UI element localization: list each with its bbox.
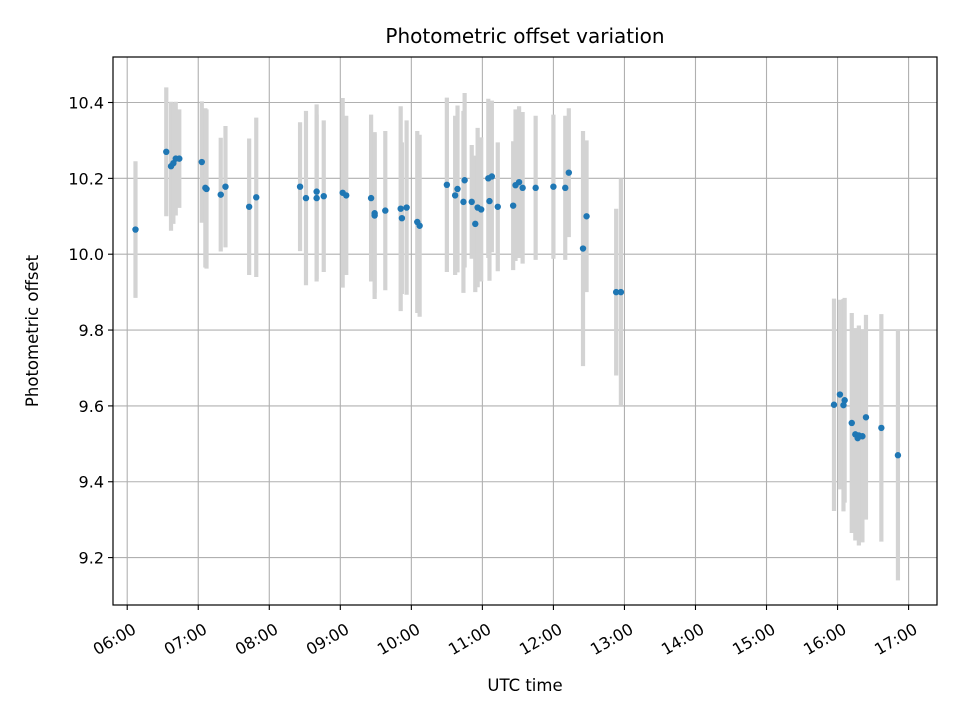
- data-point: [163, 148, 170, 156]
- data-point: [550, 183, 557, 190]
- data-point: [848, 419, 855, 427]
- data-point: [296, 183, 304, 190]
- data-point: [565, 169, 573, 176]
- data-point: [398, 214, 406, 222]
- data-point: [562, 184, 569, 192]
- data-point: [841, 397, 848, 404]
- x-axis-title: UTC time: [487, 676, 562, 695]
- data-point: [217, 191, 224, 198]
- data-point: [461, 177, 468, 184]
- data-point: [488, 173, 496, 180]
- data-point: [454, 185, 461, 193]
- data-point: [878, 424, 885, 432]
- data-point: [222, 183, 229, 190]
- data-point: [859, 433, 866, 440]
- data-point: [403, 204, 410, 211]
- data-point: [862, 414, 870, 421]
- data-point: [443, 181, 451, 189]
- data-point: [830, 401, 838, 408]
- data-point: [367, 194, 375, 202]
- y-tick-label: 9.6: [79, 397, 104, 416]
- data-point: [477, 206, 485, 213]
- data-point: [840, 401, 847, 409]
- y-tick-label: 9.4: [79, 473, 104, 492]
- data-point: [515, 178, 523, 186]
- data-point: [532, 184, 539, 192]
- y-tick-label: 9.8: [79, 321, 104, 340]
- data-point: [583, 213, 590, 220]
- data-point: [132, 226, 139, 233]
- y-tick-label: 9.2: [79, 549, 104, 568]
- y-axis-title: Photometric offset: [23, 254, 42, 407]
- data-point: [320, 192, 327, 200]
- data-point: [302, 194, 310, 202]
- data-point: [460, 198, 467, 206]
- data-point: [313, 188, 320, 195]
- data-point: [313, 194, 320, 202]
- data-point: [176, 155, 183, 162]
- data-point: [371, 212, 378, 219]
- data-point: [468, 198, 475, 206]
- data-point: [472, 220, 479, 228]
- y-tick-label: 10.0: [68, 245, 104, 264]
- chart-title: Photometric offset variation: [385, 24, 664, 48]
- data-point: [343, 192, 350, 199]
- data-point: [519, 184, 526, 192]
- data-point: [494, 203, 501, 210]
- data-point: [579, 245, 587, 252]
- plot-frame: [112, 56, 938, 606]
- data-point: [617, 288, 625, 296]
- data-point: [416, 222, 423, 229]
- data-point: [894, 452, 902, 459]
- data-point: [836, 391, 844, 398]
- data-point: [203, 185, 210, 193]
- data-point: [253, 194, 260, 201]
- y-axis: 9.2 9.4 9.6 9.8 10.0 10.2 10.4: [68, 94, 113, 568]
- data-point: [382, 207, 389, 214]
- data-point: [451, 192, 459, 199]
- data-points: [132, 148, 902, 459]
- y-tick-label: 10.4: [68, 94, 104, 113]
- data-point: [198, 158, 205, 166]
- data-point: [509, 202, 517, 209]
- data-point: [486, 197, 493, 205]
- data-point: [612, 288, 620, 296]
- y-tick-label: 10.2: [68, 169, 104, 188]
- data-point: [245, 203, 253, 210]
- data-point: [397, 205, 404, 212]
